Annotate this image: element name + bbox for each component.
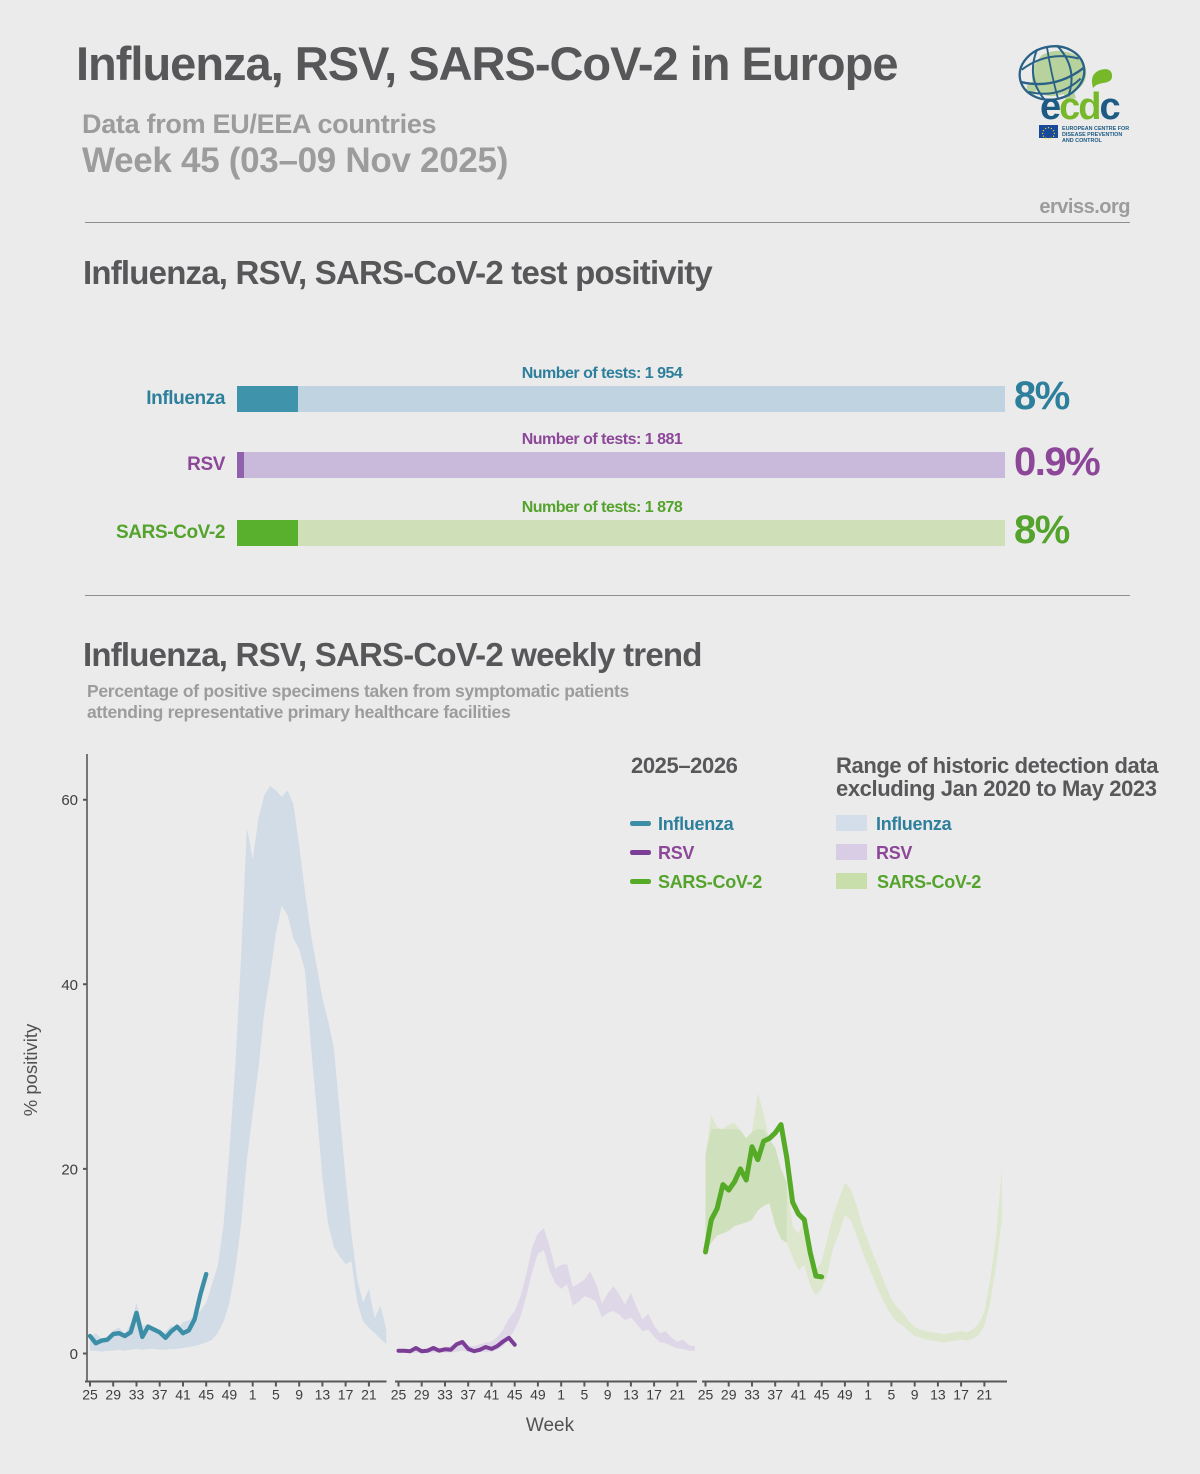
svg-text:45: 45 [198,1387,214,1403]
svg-text:21: 21 [977,1387,993,1403]
svg-text:37: 37 [767,1387,783,1403]
svg-text:25: 25 [82,1387,98,1403]
svg-text:20: 20 [61,1161,78,1178]
svg-text:40: 40 [61,977,78,994]
svg-text:45: 45 [507,1387,523,1403]
svg-text:Week: Week [526,1415,575,1436]
svg-text:25: 25 [391,1387,407,1403]
svg-text:13: 13 [623,1387,639,1403]
svg-text:21: 21 [670,1387,686,1403]
svg-text:37: 37 [460,1387,476,1403]
svg-text:9: 9 [911,1387,919,1403]
svg-text:EUROPEAN CENTRE FOR: EUROPEAN CENTRE FOR [1062,126,1129,132]
svg-text:25: 25 [698,1387,714,1403]
svg-text:0: 0 [70,1346,78,1363]
svg-text:29: 29 [721,1387,737,1403]
svg-text:1: 1 [864,1387,872,1403]
svg-text:AND CONTROL: AND CONTROL [1062,138,1103,144]
svg-text:41: 41 [484,1387,500,1403]
svg-text:ecdc: ecdc [1040,86,1121,128]
svg-text:9: 9 [604,1387,612,1403]
svg-text:60: 60 [61,792,78,809]
svg-text:45: 45 [814,1387,830,1403]
svg-text:1: 1 [249,1387,257,1403]
svg-text:37: 37 [152,1387,168,1403]
svg-text:41: 41 [175,1387,191,1403]
svg-text:13: 13 [930,1387,946,1403]
svg-text:5: 5 [888,1387,896,1403]
svg-text:49: 49 [530,1387,546,1403]
svg-text:17: 17 [646,1387,662,1403]
svg-text:49: 49 [222,1387,238,1403]
svg-text:1: 1 [557,1387,565,1403]
svg-text:29: 29 [105,1387,121,1403]
svg-text:5: 5 [272,1387,280,1403]
svg-text:5: 5 [581,1387,589,1403]
svg-text:33: 33 [744,1387,760,1403]
svg-text:17: 17 [338,1387,354,1403]
svg-text:41: 41 [791,1387,807,1403]
svg-text:33: 33 [129,1387,145,1403]
svg-text:49: 49 [837,1387,853,1403]
svg-text:29: 29 [414,1387,430,1403]
svg-text:17: 17 [953,1387,969,1403]
svg-text:DISEASE PREVENTION: DISEASE PREVENTION [1062,132,1122,138]
svg-text:13: 13 [315,1387,331,1403]
svg-text:9: 9 [295,1387,303,1403]
svg-text:21: 21 [361,1387,377,1403]
svg-text:33: 33 [437,1387,453,1403]
svg-text:% positivity: % positivity [20,1023,41,1116]
